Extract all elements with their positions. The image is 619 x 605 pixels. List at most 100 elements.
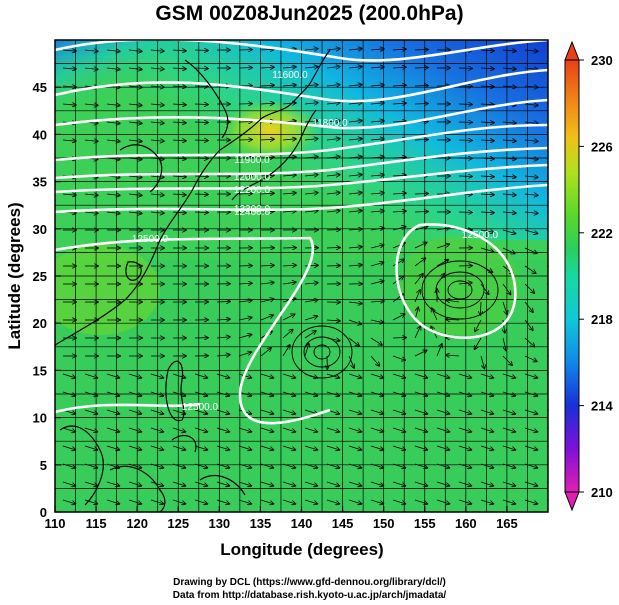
wind-arrow	[128, 445, 141, 450]
wind-arrow	[106, 104, 120, 105]
wind-arrow	[370, 337, 382, 345]
wind-arrow	[84, 499, 97, 504]
wind-arrow	[480, 140, 494, 141]
wind-arrow	[502, 50, 516, 51]
y-tick-label: 30	[33, 222, 47, 237]
wind-arrow	[194, 212, 208, 213]
colorbar: 210 214 218 222 226 230	[564, 40, 613, 512]
contour-label: 12500.0	[132, 234, 169, 245]
cyclone-center-east	[421, 260, 499, 320]
wind-arrow	[370, 175, 384, 176]
wind-arrow	[370, 499, 383, 504]
wind-arrow	[304, 300, 318, 302]
wind-arrow	[392, 193, 406, 194]
wind-arrow	[436, 373, 449, 378]
wind-arrow	[524, 229, 538, 234]
wind-arrow	[436, 260, 448, 267]
wind-arrow	[150, 409, 163, 414]
wind-arrow	[260, 315, 273, 321]
wind-arrow	[348, 337, 359, 346]
wind-arrow	[260, 348, 271, 357]
wind-arrow	[370, 355, 379, 366]
wind-arrow	[502, 140, 516, 141]
wind-arrow	[414, 427, 427, 432]
y-tick-label: 45	[33, 80, 47, 95]
wind-arrow	[502, 301, 507, 314]
wind-arrow	[348, 49, 362, 50]
wind-arrow	[480, 194, 494, 195]
x-tick-label: 150	[373, 516, 395, 531]
wind-arrow	[260, 175, 274, 176]
wind-arrow	[414, 67, 428, 68]
wind-arrow	[524, 481, 537, 486]
wind-arrow	[480, 427, 493, 432]
x-tick-label: 135	[250, 516, 272, 531]
wind-arrow	[260, 211, 274, 212]
wind-arrow	[172, 445, 185, 450]
wind-arrow	[546, 67, 548, 69]
wind-arrow	[326, 139, 340, 140]
x-tick-label: 140	[291, 516, 313, 531]
wind-arrow	[282, 67, 296, 68]
wind-arrow	[260, 193, 274, 194]
wind-arrow	[546, 211, 548, 213]
wind-arrow	[502, 194, 516, 195]
wind-arrow	[348, 445, 361, 450]
wind-arrow	[128, 409, 141, 414]
wind-arrow	[84, 481, 97, 486]
wind-arrow	[238, 427, 251, 432]
wind-arrow	[392, 211, 406, 212]
wind-arrow	[150, 481, 163, 486]
wind-arrow	[370, 481, 383, 486]
wind-arrow	[436, 344, 442, 357]
wind-arrow	[480, 50, 494, 51]
wind-arrow	[106, 50, 120, 51]
wind-arrow	[172, 427, 185, 432]
wind-arrow	[304, 49, 318, 50]
wind-arrow	[392, 445, 405, 450]
wind-arrow	[546, 391, 548, 393]
wind-arrow	[304, 283, 318, 284]
wind-arrow	[326, 211, 340, 212]
wind-arrow	[392, 175, 406, 176]
wind-arrow	[172, 68, 186, 69]
wind-arrow	[348, 193, 362, 194]
wind-arrow	[62, 445, 75, 450]
wind-arrow	[260, 427, 273, 432]
wind-arrow	[458, 445, 471, 450]
wind-arrow	[348, 229, 362, 230]
wind-arrow	[436, 244, 449, 249]
wind-arrow	[370, 121, 384, 122]
wind-arrow	[480, 283, 489, 294]
wind-arrow	[348, 121, 362, 122]
wind-arrow	[546, 355, 548, 357]
wind-arrow	[414, 49, 428, 50]
wind-arrow	[62, 427, 75, 432]
wind-arrow	[502, 409, 515, 414]
x-axis-label: Longitude (degrees)	[220, 540, 383, 559]
wind-arrow	[172, 140, 186, 141]
wind-arrow	[414, 193, 428, 194]
wind-arrow	[446, 300, 460, 302]
wind-arrow	[524, 373, 537, 378]
wind-arrow	[370, 103, 384, 104]
wind-arrow	[502, 427, 515, 432]
wind-arrow	[546, 85, 548, 87]
wind-arrow	[304, 211, 318, 212]
wind-arrow	[480, 355, 484, 369]
wind-arrow	[475, 319, 482, 332]
wind-arrow	[546, 445, 548, 447]
x-tick-label: 125	[167, 516, 189, 531]
wind-arrow	[414, 274, 423, 285]
wind-arrow	[546, 49, 548, 51]
wind-arrow	[282, 103, 296, 104]
contour-label: 11600.0	[272, 70, 308, 81]
colorbar-tick-label: 218	[591, 312, 613, 327]
y-tick-label: 20	[33, 316, 47, 331]
wind-arrow	[194, 427, 207, 432]
wind-arrow	[480, 481, 493, 486]
wind-arrow	[106, 373, 119, 378]
wind-arrow	[502, 355, 512, 365]
y-axis-label: Latitude (degrees)	[5, 202, 24, 349]
y-tick-label: 35	[33, 175, 47, 190]
